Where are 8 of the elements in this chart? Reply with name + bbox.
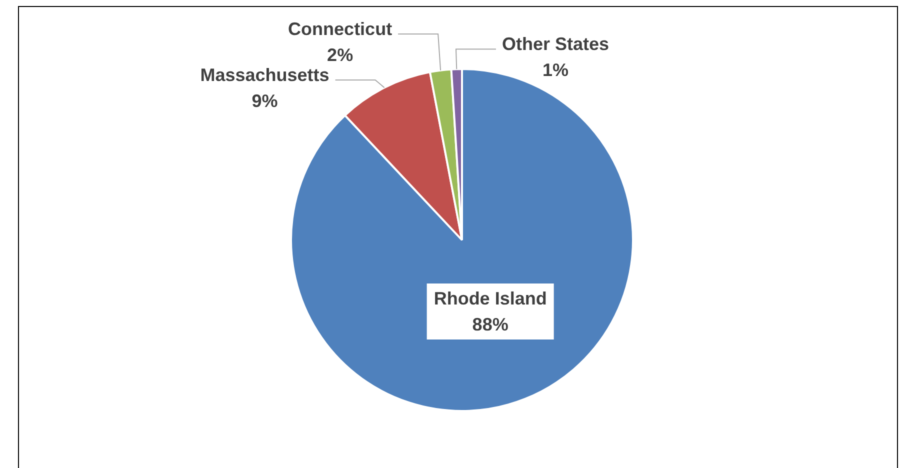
data-label: 1%: [542, 60, 569, 80]
data-label: 88%: [472, 314, 508, 335]
data-label: 9%: [252, 90, 278, 111]
data-label: 2%: [327, 44, 354, 65]
slice-label: Massachusetts: [200, 64, 330, 85]
slice-label: Other States: [502, 34, 610, 54]
slice-label: Rhode Island: [434, 288, 547, 309]
slice-label: Connecticut: [288, 18, 392, 39]
